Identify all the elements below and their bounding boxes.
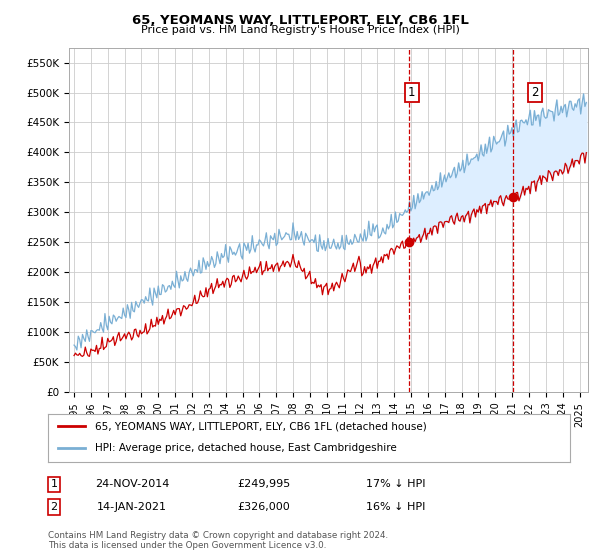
Text: 65, YEOMANS WAY, LITTLEPORT, ELY, CB6 1FL: 65, YEOMANS WAY, LITTLEPORT, ELY, CB6 1F…: [131, 14, 469, 27]
Text: £249,995: £249,995: [238, 479, 290, 489]
Text: 14-JAN-2021: 14-JAN-2021: [97, 502, 167, 512]
Text: 24-NOV-2014: 24-NOV-2014: [95, 479, 169, 489]
Text: £326,000: £326,000: [238, 502, 290, 512]
Text: 2: 2: [531, 86, 539, 99]
Text: HPI: Average price, detached house, East Cambridgeshire: HPI: Average price, detached house, East…: [95, 443, 397, 452]
Text: 2: 2: [50, 502, 58, 512]
Text: Contains HM Land Registry data © Crown copyright and database right 2024.
This d: Contains HM Land Registry data © Crown c…: [48, 531, 388, 550]
Text: 16% ↓ HPI: 16% ↓ HPI: [367, 502, 425, 512]
Text: Price paid vs. HM Land Registry's House Price Index (HPI): Price paid vs. HM Land Registry's House …: [140, 25, 460, 35]
Text: 1: 1: [50, 479, 58, 489]
Text: 1: 1: [408, 86, 416, 99]
Text: 65, YEOMANS WAY, LITTLEPORT, ELY, CB6 1FL (detached house): 65, YEOMANS WAY, LITTLEPORT, ELY, CB6 1F…: [95, 421, 427, 431]
Text: 17% ↓ HPI: 17% ↓ HPI: [366, 479, 426, 489]
